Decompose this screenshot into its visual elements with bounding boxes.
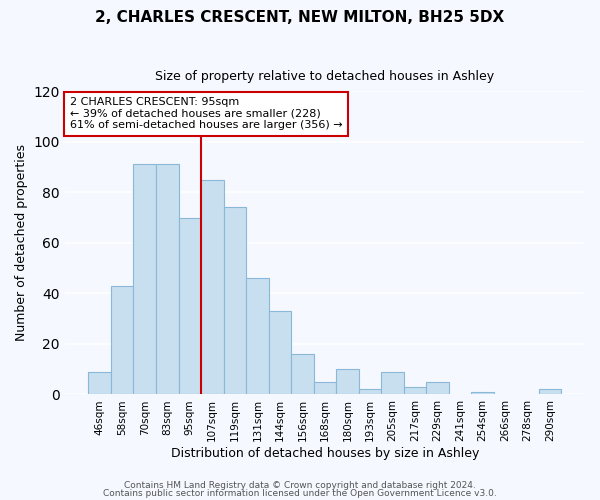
- Bar: [539, 390, 562, 394]
- Bar: [359, 390, 381, 394]
- Bar: [201, 180, 224, 394]
- Text: Contains HM Land Registry data © Crown copyright and database right 2024.: Contains HM Land Registry data © Crown c…: [124, 481, 476, 490]
- Bar: [269, 311, 291, 394]
- Text: 2 CHARLES CRESCENT: 95sqm
← 39% of detached houses are smaller (228)
61% of semi: 2 CHARLES CRESCENT: 95sqm ← 39% of detac…: [70, 97, 343, 130]
- Text: Contains public sector information licensed under the Open Government Licence v3: Contains public sector information licen…: [103, 488, 497, 498]
- Bar: [246, 278, 269, 394]
- X-axis label: Distribution of detached houses by size in Ashley: Distribution of detached houses by size …: [171, 447, 479, 460]
- Bar: [224, 208, 246, 394]
- Bar: [291, 354, 314, 395]
- Bar: [179, 218, 201, 394]
- Bar: [314, 382, 336, 394]
- Bar: [381, 372, 404, 394]
- Bar: [111, 286, 133, 395]
- Bar: [336, 369, 359, 394]
- Bar: [471, 392, 494, 394]
- Bar: [88, 372, 111, 394]
- Y-axis label: Number of detached properties: Number of detached properties: [15, 144, 28, 342]
- Bar: [133, 164, 156, 394]
- Bar: [156, 164, 179, 394]
- Bar: [426, 382, 449, 394]
- Text: 2, CHARLES CRESCENT, NEW MILTON, BH25 5DX: 2, CHARLES CRESCENT, NEW MILTON, BH25 5D…: [95, 10, 505, 25]
- Title: Size of property relative to detached houses in Ashley: Size of property relative to detached ho…: [155, 70, 494, 83]
- Bar: [404, 387, 426, 394]
